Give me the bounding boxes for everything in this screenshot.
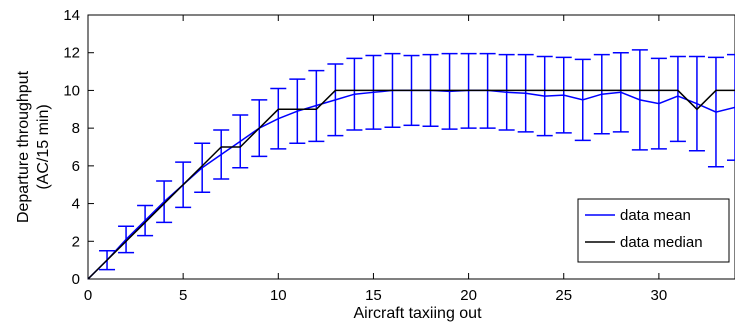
- x-tick-label: 5: [179, 287, 187, 304]
- legend-label-data-median: data median: [620, 234, 703, 251]
- legend-label-data-mean: data mean: [620, 207, 691, 224]
- y-axis-unit-label: (AC/15 min): [35, 104, 52, 189]
- y-tick-label: 8: [72, 120, 80, 137]
- x-tick-label: 0: [84, 287, 92, 304]
- x-axis-label: Aircraft taxiing out: [353, 305, 482, 322]
- x-tick-label: 15: [365, 287, 382, 304]
- x-tick-label: 10: [270, 287, 287, 304]
- y-tick-label: 4: [72, 196, 80, 213]
- y-axis-label: Departure throughput: [15, 70, 32, 223]
- y-tick-label: 14: [63, 7, 80, 24]
- x-tick-label: 30: [651, 287, 668, 304]
- x-tick-label: 20: [460, 287, 477, 304]
- y-tick-label: 10: [63, 82, 80, 99]
- y-tick-label: 0: [72, 271, 80, 288]
- y-tick-label: 6: [72, 158, 80, 175]
- y-tick-label: 12: [63, 45, 80, 62]
- data-median-line: [87, 89, 735, 280]
- axis-ticks: 0 5 10 15 20 25 30 0 2 4 6 8 10 12 14: [63, 7, 667, 304]
- x-tick-label: 25: [555, 287, 572, 304]
- legend: data mean data median: [577, 198, 730, 263]
- y-tick-label: 2: [72, 233, 80, 250]
- legend-box: [577, 198, 730, 263]
